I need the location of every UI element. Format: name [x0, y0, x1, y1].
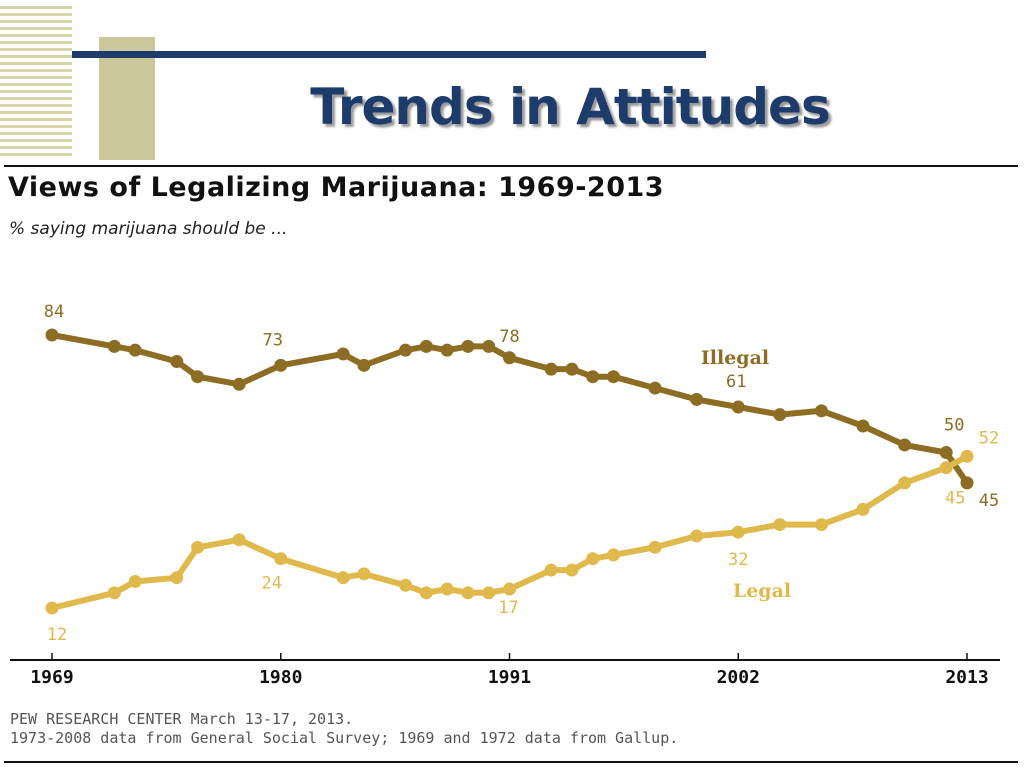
- illegal-data-point: [606, 370, 620, 384]
- legal-data-point: [898, 476, 912, 490]
- legal-data-point: [461, 586, 475, 600]
- illegal-data-point: [586, 370, 600, 384]
- illegal-data-point: [440, 343, 454, 357]
- legal-data-point: [128, 574, 142, 588]
- illegal-data-label: 61: [726, 372, 746, 392]
- illegal-data-point: [856, 419, 870, 433]
- x-tick-label: 2002: [717, 667, 760, 688]
- legal-data-label: 17: [498, 598, 518, 618]
- x-tick-label: 1991: [488, 667, 531, 688]
- legal-data-point: [419, 586, 433, 600]
- legal-data-point: [565, 563, 579, 577]
- illegal-data-point: [419, 339, 433, 353]
- illegal-data-point: [960, 476, 974, 490]
- legal-data-point: [482, 586, 496, 600]
- legal-data-label: 45: [945, 489, 965, 509]
- illegal-data-point: [336, 347, 350, 361]
- illegal-data-point: [399, 343, 413, 357]
- illegal-series-line: [49, 332, 970, 486]
- illegal-data-point: [773, 408, 787, 422]
- legal-data-label: 24: [262, 574, 282, 594]
- illegal-data-point: [482, 339, 496, 353]
- slide-title: Trends in Attitudes: [310, 78, 830, 136]
- illegal-data-point: [648, 381, 662, 395]
- legal-data-point: [690, 529, 704, 543]
- top-rule: [4, 165, 1018, 167]
- legal-data-point: [107, 586, 121, 600]
- illegal-data-point: [731, 400, 745, 414]
- illegal-data-point: [357, 358, 371, 372]
- illegal-data-label: 73: [263, 330, 283, 350]
- illegal-data-point: [939, 446, 953, 460]
- legal-data-point: [939, 461, 953, 475]
- illegal-data-label: 84: [44, 302, 64, 322]
- legal-data-point: [503, 582, 516, 596]
- legal-data-point: [960, 449, 974, 463]
- legal-data-label: 32: [728, 550, 748, 570]
- illegal-data-point: [690, 392, 704, 406]
- legal-data-point: [544, 563, 558, 577]
- title-accent-line: [72, 51, 706, 58]
- illegal-data-point: [232, 377, 246, 391]
- illegal-data-point: [503, 351, 516, 365]
- legal-series-label: Legal: [733, 580, 791, 602]
- legal-data-point: [399, 578, 413, 592]
- legal-data-point: [814, 518, 828, 532]
- legal-data-label: 12: [47, 625, 67, 645]
- illegal-data-point: [107, 339, 121, 353]
- illegal-data-label: 45: [979, 491, 999, 511]
- legal-data-label: 52: [979, 428, 999, 448]
- illegal-data-label: 50: [944, 416, 964, 436]
- illegal-data-point: [274, 358, 288, 372]
- x-tick-label: 1980: [259, 667, 302, 688]
- legal-data-point: [648, 540, 662, 554]
- illegal-data-point: [45, 328, 59, 342]
- legal-series-line: [49, 453, 970, 611]
- illegal-data-point: [898, 438, 912, 452]
- illegal-series-label: Illegal: [701, 347, 769, 369]
- legal-data-point: [731, 525, 745, 539]
- chart-title: Views of Legalizing Marijuana: 1969-2013: [8, 172, 665, 203]
- illegal-data-label: 78: [499, 327, 519, 347]
- decorative-stripes: [0, 6, 72, 160]
- legal-data-point: [856, 502, 870, 516]
- legal-data-point: [232, 533, 246, 547]
- legal-data-point: [170, 571, 184, 585]
- illegal-data-point: [544, 362, 558, 376]
- illegal-data-point: [170, 355, 184, 369]
- x-tick-label: 2013: [945, 667, 988, 688]
- chart-subtitle: % saying marijuana should be ...: [9, 219, 288, 239]
- illegal-data-point: [565, 362, 579, 376]
- source-note-data: 1973-2008 data from General Social Surve…: [10, 729, 679, 747]
- legal-data-point: [440, 582, 454, 596]
- legal-data-point: [606, 548, 620, 562]
- legal-data-point: [773, 518, 787, 532]
- legal-data-point: [586, 552, 600, 566]
- legal-data-point: [336, 571, 350, 585]
- illegal-data-point: [814, 404, 828, 418]
- legal-data-point: [274, 552, 288, 566]
- bottom-rule: [4, 761, 1018, 763]
- illegal-data-point: [191, 370, 205, 384]
- legal-data-point: [357, 567, 371, 581]
- source-note: PEW RESEARCH CENTER March 13-17, 2013.: [10, 710, 354, 728]
- x-tick-label: 1969: [30, 667, 73, 688]
- legal-data-point: [45, 601, 59, 615]
- illegal-data-point: [128, 343, 142, 357]
- illegal-data-point: [461, 339, 475, 353]
- legal-data-point: [191, 540, 205, 554]
